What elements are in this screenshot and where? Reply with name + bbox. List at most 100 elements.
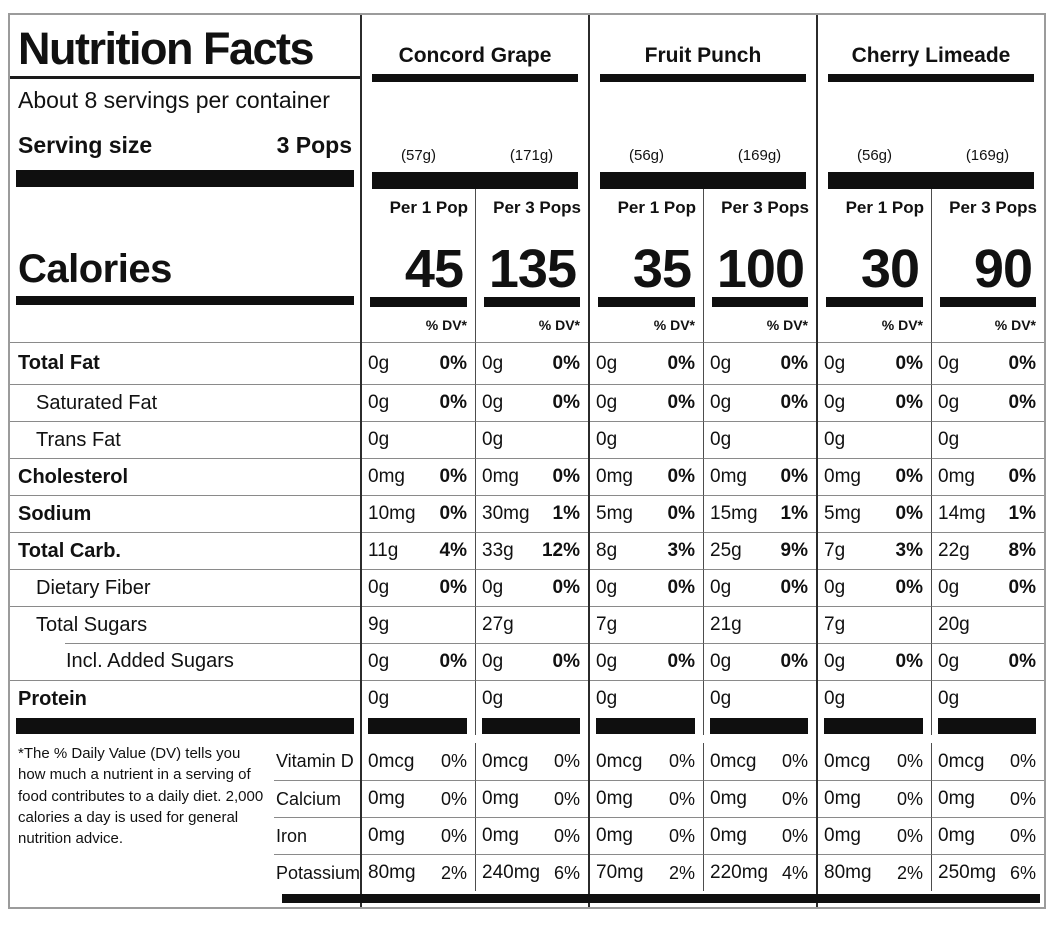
- amount: 0g: [710, 429, 732, 450]
- percent-dv-header: % DV*: [881, 316, 923, 333]
- daily-value-percent: 1%: [552, 503, 580, 524]
- nutrient-value-row: 0g 0% 0g 0%: [818, 569, 1044, 606]
- amount: 0mg: [482, 788, 519, 809]
- nutrient-value-row: 0g 0g: [362, 680, 588, 717]
- nutrient-value-cell: 30mg 1%: [475, 495, 588, 532]
- nutrient-value-row: 5mg 0% 14mg 1%: [818, 495, 1044, 532]
- daily-value-percent: 6%: [553, 862, 580, 883]
- daily-value-percent: 0%: [440, 788, 467, 809]
- amount: 0g: [368, 429, 390, 450]
- amount: 0g: [596, 429, 618, 450]
- amount: 0g: [368, 352, 390, 374]
- daily-value-percent: 4%: [781, 862, 808, 883]
- calories-values: 30 90: [818, 227, 1044, 307]
- vitamin-value-cell: 220mg 4%: [703, 854, 816, 891]
- nutrient-label: Total Fat: [18, 352, 100, 374]
- nutrient-value-row: 0g 0% 0g 0%: [818, 384, 1044, 421]
- calories-value: 35: [632, 238, 692, 299]
- nutrient-value-cell: 20g: [931, 606, 1044, 643]
- nutrient-value-cell: 7g: [818, 606, 931, 643]
- flavor-name: Cherry Limeade: [851, 44, 1011, 67]
- nutrient-value-row: 0g 0% 0g 0%: [362, 643, 588, 680]
- nutrient-value-cell: 0g 0%: [818, 342, 931, 384]
- calories-cell: 135: [475, 227, 588, 307]
- serving-weight: (56g): [628, 147, 665, 164]
- daily-value-percent: 0%: [780, 466, 808, 487]
- amount: 0g: [710, 352, 732, 374]
- amount: 33g: [482, 540, 514, 561]
- vitamin-value-row: 0mcg 0% 0mcg 0%: [362, 743, 588, 780]
- servings-per-container: About 8 servings per container: [18, 87, 330, 113]
- calories-underline-bar: [712, 297, 808, 307]
- nutrient-label-row: Trans Fat: [10, 421, 360, 458]
- nutrient-value-cell: 0g 0%: [703, 384, 816, 421]
- amount: 0mg: [824, 788, 861, 809]
- vitamin-value-cell: 0mcg 0%: [590, 743, 703, 780]
- daily-value-percent: 0%: [895, 466, 923, 487]
- vitamin-value-cell: 0mcg 0%: [818, 743, 931, 780]
- serving-weights: (57g) (171g): [362, 82, 588, 172]
- nutrient-value-row: 0g 0% 0g 0%: [590, 384, 816, 421]
- amount: 0g: [710, 392, 732, 413]
- thick-divider-row: [362, 717, 588, 735]
- vitamin-value-cell: 0mcg 0%: [703, 743, 816, 780]
- amount: 0mg: [938, 466, 975, 487]
- nutrient-value-cell: 0g: [818, 421, 931, 458]
- nutrient-value-row: 7g 20g: [818, 606, 1044, 643]
- daily-value-percent: 0%: [781, 825, 808, 846]
- serving-weights: (56g) (169g): [818, 82, 1044, 172]
- nutrient-value-cell: 0g 0%: [931, 384, 1044, 421]
- amount: 0g: [710, 688, 732, 709]
- nutrient-value-row: 5mg 0% 15mg 1%: [590, 495, 816, 532]
- calories-cell: 35: [590, 227, 703, 307]
- calories-underline-bar: [598, 297, 695, 307]
- vitamin-value-cell: 240mg 6%: [475, 854, 588, 891]
- nutrient-value-cell: 0g 0%: [362, 342, 475, 384]
- daily-value-percent: 8%: [1008, 540, 1036, 561]
- amount: 0g: [596, 352, 618, 374]
- footnote-zone: *The % Daily Value (DV) tells you how mu…: [10, 735, 360, 907]
- serving-weight: (171g): [509, 147, 554, 164]
- percent-dv-header: % DV*: [653, 316, 695, 333]
- daily-value-percent: 0%: [440, 825, 467, 846]
- calories-label: Calories: [18, 247, 172, 291]
- nutrient-label: Saturated Fat: [36, 391, 158, 414]
- nutrient-value-cell: 0g 0%: [931, 643, 1044, 680]
- nutrient-value-cell: 15mg 1%: [703, 495, 816, 532]
- flavor-underline-bar: [828, 74, 1034, 82]
- vitamin-value-cell: 0mg 0%: [931, 780, 1044, 817]
- nutrient-value-cell: 0g 0%: [818, 643, 931, 680]
- calories-underline-bar: [826, 297, 923, 307]
- daily-value-percent: 3%: [667, 540, 695, 561]
- nutrient-value-cell: 11g 4%: [362, 532, 475, 569]
- amount: 0mg: [368, 825, 405, 846]
- vitamin-value-cell: 0mcg 0%: [362, 743, 475, 780]
- nutrient-value-cell: 0g 0%: [703, 569, 816, 606]
- amount: 9g: [368, 614, 390, 635]
- nutrient-value-cell: 7g: [590, 606, 703, 643]
- calories-values: 45 135: [362, 227, 588, 307]
- bar-cell: [703, 717, 816, 735]
- nutrition-facts-label: Nutrition Facts About 8 servings per con…: [8, 13, 1046, 909]
- vitamin-value-cell: 0mg 0%: [818, 817, 931, 854]
- amount: 0mg: [938, 788, 975, 809]
- vitamin-value-cell: 0mg 0%: [931, 817, 1044, 854]
- nutrient-value-row: 7g 3% 22g 8%: [818, 532, 1044, 569]
- serving-weight: (56g): [856, 147, 893, 164]
- daily-value-percent: 0%: [895, 352, 923, 374]
- amount: 14mg: [938, 503, 986, 524]
- percent-dv-headers: % DV* % DV*: [362, 307, 588, 342]
- amount: 15mg: [710, 503, 758, 524]
- thick-divider-row: [590, 717, 816, 735]
- daily-value-percent: 4%: [439, 540, 467, 561]
- amount: 0g: [482, 392, 504, 413]
- amount: 5mg: [824, 503, 861, 524]
- nutrient-value-cell: 22g 8%: [931, 532, 1044, 569]
- daily-value-percent: 9%: [780, 540, 808, 561]
- amount: 0mcg: [368, 750, 415, 772]
- spacer: [818, 735, 1044, 743]
- nutrient-value-cell: 7g 3%: [818, 532, 931, 569]
- amount: 20g: [938, 614, 970, 635]
- thick-divider-bar: [16, 170, 354, 187]
- amount: 7g: [596, 614, 618, 635]
